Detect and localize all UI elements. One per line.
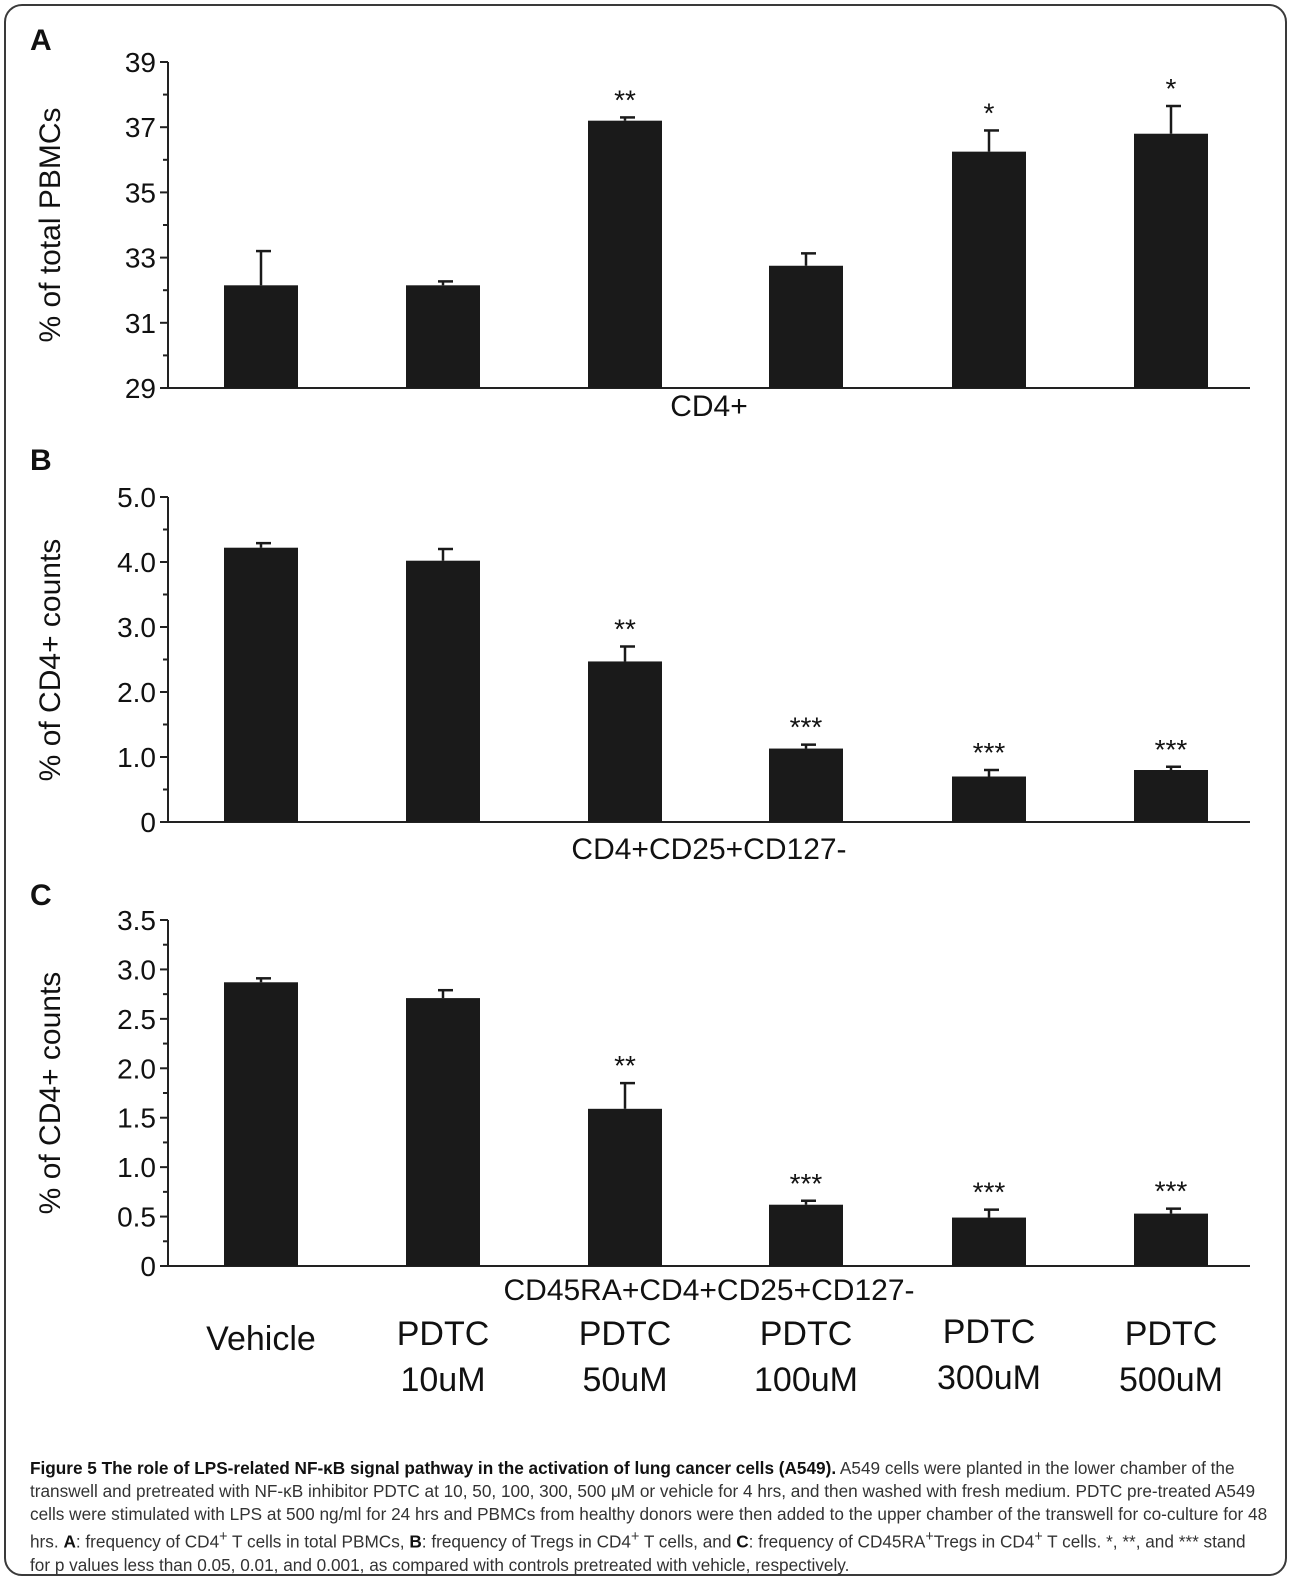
figure-caption: Figure 5 The role of LPS-related NF-κB s… [30, 1457, 1270, 1577]
caption-c-text: : frequency of CD45RA [748, 1531, 926, 1552]
y-tick-label: 1.0 [117, 1152, 156, 1183]
caption-sup: + [1034, 1529, 1043, 1545]
bar [224, 982, 298, 1266]
y-tick-label: 3.0 [117, 954, 156, 985]
bar [406, 285, 480, 388]
significance-marker: ** [614, 1050, 636, 1081]
panel-letter-A: A [30, 24, 52, 57]
caption-b-text2: T cells, and [639, 1531, 737, 1552]
caption-sup: + [925, 1529, 934, 1545]
category-label-line1: PDTC [943, 1313, 1036, 1351]
caption-c-text2: Tregs in CD4 [933, 1531, 1035, 1552]
significance-marker: *** [1155, 734, 1188, 765]
bar [1134, 770, 1208, 822]
x-axis-label: CD4+ [670, 390, 748, 423]
category-label-line1: PDTC [1125, 1315, 1218, 1353]
y-tick-label: 5.0 [117, 482, 156, 513]
caption-a-text: : frequency of CD4 [75, 1531, 220, 1552]
y-tick-label: 0 [140, 807, 156, 838]
y-tick-label: 4.0 [117, 547, 156, 578]
x-axis-label: CD45RA+CD4+CD25+CD127- [503, 1274, 914, 1307]
caption-body: A549 cells were planted in the lower cha… [30, 1458, 1268, 1552]
bar [588, 661, 662, 822]
significance-marker: *** [790, 712, 823, 743]
y-tick-label: 31 [125, 308, 156, 339]
bar [224, 547, 298, 822]
category-label-line1: PDTC [760, 1315, 853, 1353]
y-tick-label: 33 [125, 243, 156, 274]
y-tick-label: 3.5 [117, 905, 156, 936]
category-label-line2: 300uM [937, 1359, 1041, 1397]
caption-sup: + [219, 1529, 228, 1545]
x-axis-label: CD4+CD25+CD127- [571, 833, 846, 866]
y-tick-label: 35 [125, 177, 156, 208]
caption-b-label: B [409, 1531, 422, 1552]
category-label-line2: 100uM [754, 1361, 858, 1399]
bar [588, 120, 662, 389]
category-label-line2: 50uM [582, 1361, 667, 1399]
y-tick-label: 2.0 [117, 677, 156, 708]
y-tick-label: 39 [125, 47, 156, 78]
y-tick-label: 0 [140, 1251, 156, 1282]
bar [952, 1217, 1026, 1266]
bar [952, 776, 1026, 822]
bar [769, 1204, 843, 1266]
caption-a-text2: T cells in total PBMCs, [227, 1531, 410, 1552]
significance-marker: *** [973, 1177, 1006, 1208]
caption-c-label: C [736, 1531, 749, 1552]
significance-marker: *** [973, 737, 1006, 768]
y-tick-label: 1.5 [117, 1103, 156, 1134]
caption-b-text: : frequency of Tregs in CD4 [421, 1531, 631, 1552]
caption-c-text3: T cells. *, **, and *** stand for p valu… [30, 1531, 1246, 1575]
significance-marker: ** [614, 614, 636, 645]
significance-marker: *** [1155, 1176, 1188, 1207]
y-tick-label: 29 [125, 373, 156, 404]
significance-marker: * [984, 97, 995, 128]
bar [1134, 1213, 1208, 1266]
category-label-line1: PDTC [397, 1315, 490, 1353]
caption-a-label: A [63, 1531, 76, 1552]
bar [406, 560, 480, 822]
bar [588, 1108, 662, 1266]
category-label-line2: 10uM [400, 1361, 485, 1399]
y-tick-label: 2.0 [117, 1053, 156, 1084]
y-tick-label: 0.5 [117, 1202, 156, 1233]
category-label-line2: 500uM [1119, 1361, 1223, 1399]
bar [406, 998, 480, 1266]
caption-sup: + [631, 1529, 640, 1545]
y-tick-label: 1.0 [117, 742, 156, 773]
y-axis-label: % of CD4+ counts [34, 539, 67, 782]
category-label-line1: PDTC [579, 1315, 672, 1353]
caption-lead: Figure 5 The role of LPS-related NF-κB s… [30, 1458, 837, 1478]
significance-marker: ** [614, 84, 636, 115]
y-tick-label: 3.0 [117, 612, 156, 643]
y-tick-label: 37 [125, 112, 156, 143]
y-axis-label: % of CD4+ counts [34, 972, 67, 1215]
category-label-line1: Vehicle [206, 1320, 316, 1358]
bar [769, 265, 843, 388]
bar [224, 285, 298, 388]
panel-letter-C: C [30, 879, 52, 912]
y-tick-label: 2.5 [117, 1004, 156, 1035]
bar [952, 151, 1026, 388]
bar [1134, 133, 1208, 388]
significance-marker: * [1166, 73, 1177, 104]
y-axis-label: % of total PBMCs [34, 107, 67, 342]
panel-letter-B: B [30, 444, 52, 477]
bar [769, 748, 843, 822]
significance-marker: *** [790, 1168, 823, 1199]
